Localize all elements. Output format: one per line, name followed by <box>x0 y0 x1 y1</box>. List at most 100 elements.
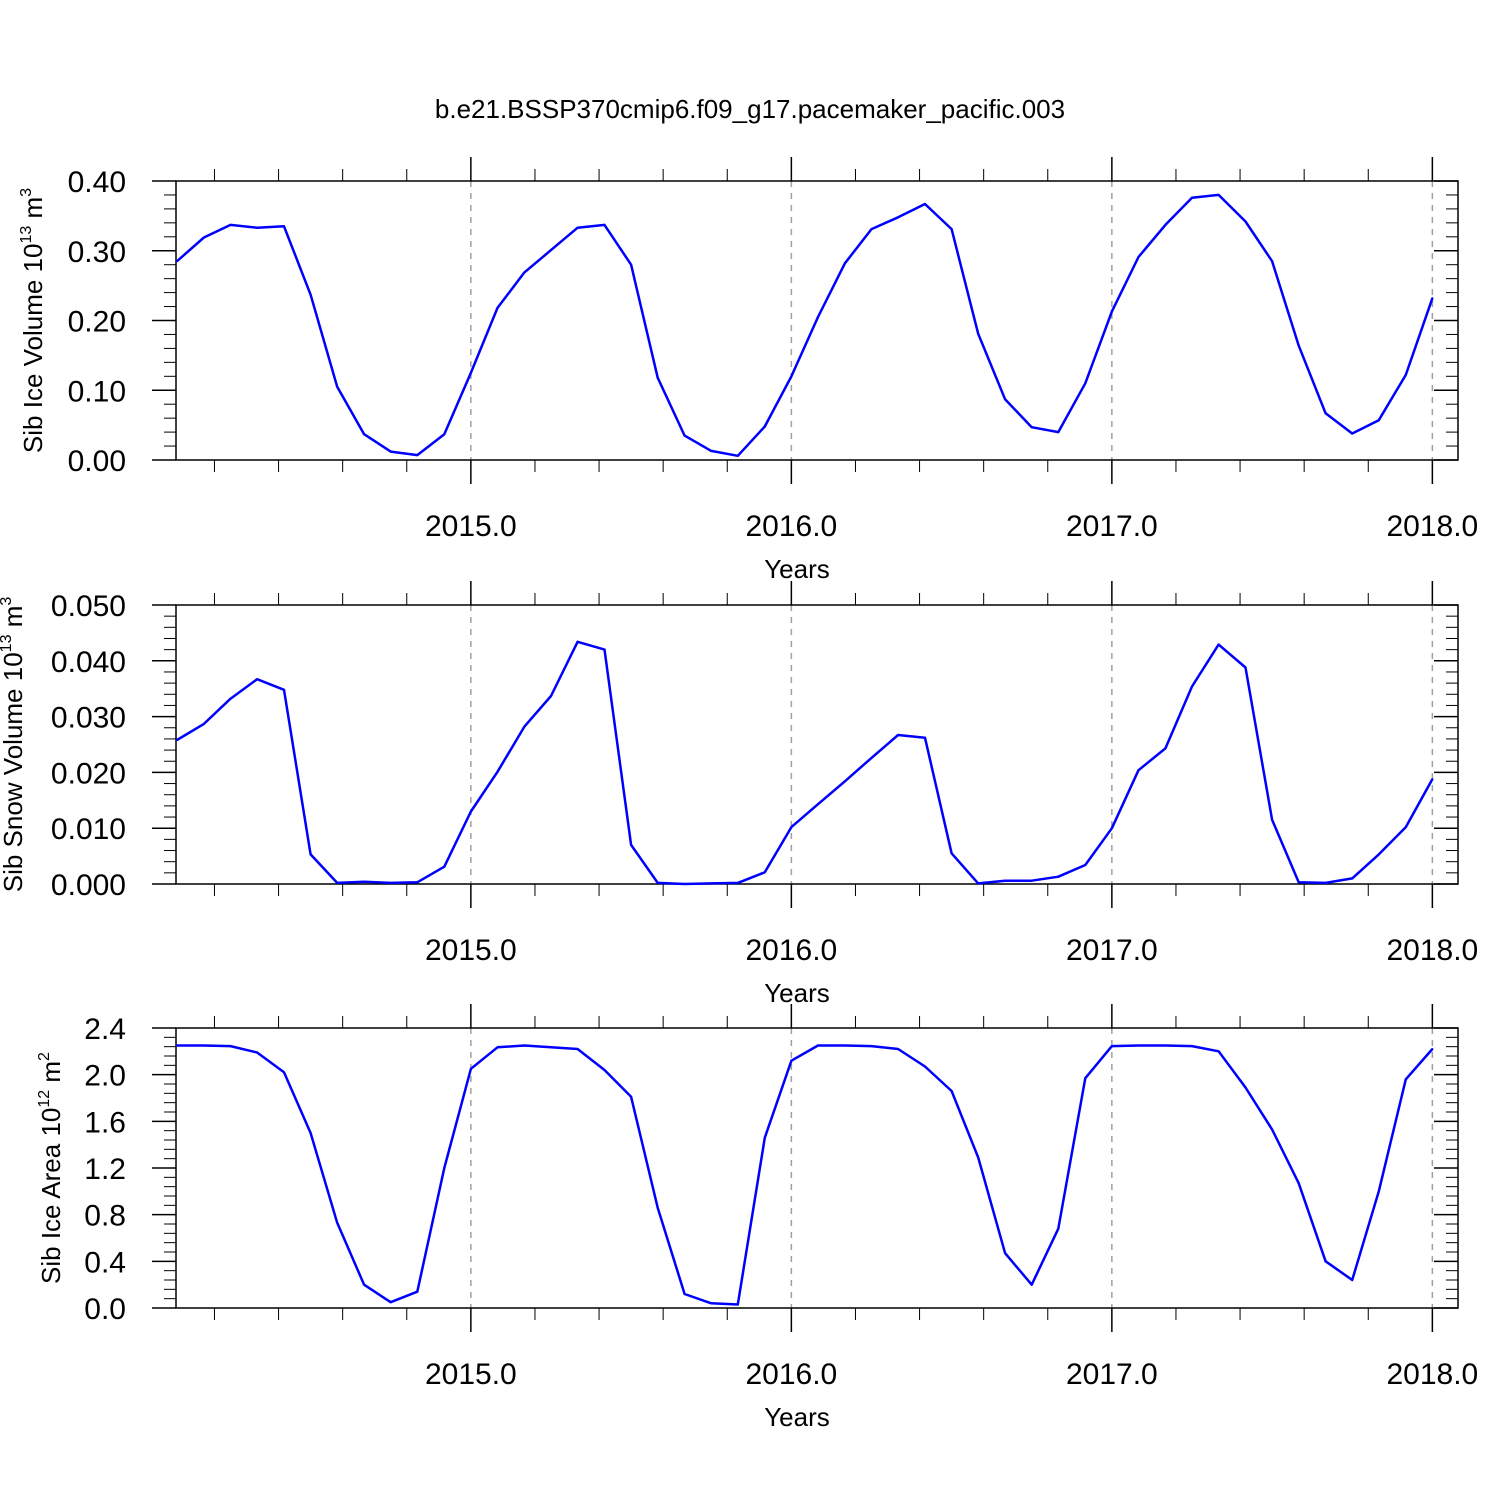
data-point <box>389 450 392 453</box>
data-point <box>443 433 446 436</box>
y-tick-label: 0.000 <box>51 869 126 902</box>
y-axis-title-exponent: 13 <box>0 634 15 652</box>
data-point <box>1431 1048 1434 1050</box>
panel-ice-volume: 0.00 0.10 0.20 0.30 0.40 2015.0 2016.0 2017.0 20… <box>18 157 1478 584</box>
data-point <box>1217 193 1220 196</box>
data-point <box>950 228 953 231</box>
data-point <box>496 306 499 309</box>
data-point <box>1377 853 1380 856</box>
data-point <box>283 688 286 691</box>
x-tick-label: 2016.0 <box>745 510 837 543</box>
y-axis-title-exponent: 12 <box>36 1090 53 1108</box>
data-point <box>1164 747 1167 750</box>
x-tick-label: 2016.0 <box>745 934 837 967</box>
data-point <box>736 454 739 457</box>
y-axis-title-unit: m <box>0 606 28 635</box>
data-point <box>1084 864 1087 867</box>
data-point <box>843 780 846 783</box>
data-point <box>1404 826 1407 829</box>
y-axis-title-unit-exponent: 3 <box>0 597 15 606</box>
y-axis-title-unit-exponent: 3 <box>18 188 35 197</box>
data-point <box>469 371 472 374</box>
y-tick-label: 0.030 <box>51 702 126 735</box>
y-axis-title-text: Sib Ice Volume 10 <box>18 244 48 454</box>
data-point <box>1324 412 1327 415</box>
data-point <box>256 1051 259 1054</box>
data-point <box>202 722 205 725</box>
data-point <box>843 262 846 265</box>
y-tick-label: 0.0 <box>84 1293 126 1326</box>
data-point <box>683 883 686 885</box>
series-line <box>176 193 1434 458</box>
data-point <box>336 385 339 388</box>
x-tick-label: 2018.0 <box>1386 510 1478 543</box>
x-tick-label: 2016.0 <box>745 1358 837 1391</box>
data-point <box>549 1046 552 1049</box>
data-point <box>1377 1190 1380 1193</box>
data-point <box>1217 643 1220 646</box>
data-point <box>924 203 927 206</box>
data-point <box>924 736 927 739</box>
y-tick-label: 0.10 <box>68 375 126 408</box>
data-point <box>1351 877 1354 880</box>
y-axis-title-unit-exponent: 2 <box>36 1052 53 1061</box>
data-point <box>469 810 472 813</box>
data-point <box>1057 1227 1060 1230</box>
data-point <box>1271 260 1274 263</box>
data-point <box>363 880 366 883</box>
data-point <box>656 881 659 884</box>
data-point <box>1324 881 1327 884</box>
data-point <box>683 434 686 437</box>
data-point <box>950 852 953 855</box>
y-tick-label: 0.40 <box>68 166 126 199</box>
data-point <box>1030 426 1033 429</box>
data-point <box>1297 881 1300 884</box>
data-point <box>1057 431 1060 434</box>
data-point <box>1244 1086 1247 1089</box>
y-tick-label: 0.20 <box>68 306 126 339</box>
data-point <box>656 376 659 379</box>
data-point <box>950 1090 953 1092</box>
data-point <box>790 1059 793 1062</box>
data-point <box>283 1071 286 1074</box>
data-point <box>1030 879 1033 882</box>
y-axis-title-text: Sib Ice Area 10 <box>36 1108 66 1284</box>
data-point <box>870 756 873 759</box>
data-point <box>790 826 793 829</box>
x-tick-label: 2015.0 <box>425 1358 517 1391</box>
data-point <box>1297 344 1300 347</box>
data-point <box>363 1283 366 1286</box>
data-point <box>416 454 419 457</box>
data-point <box>1004 398 1007 401</box>
y-tick-label: 0.010 <box>51 813 126 846</box>
series-line <box>176 640 1434 886</box>
data-point <box>496 770 499 773</box>
panel-snow-volume: 0.000 0.010 0.020 0.030 0.040 0.050 2015.0 2016… <box>0 581 1478 1008</box>
data-point <box>763 425 766 428</box>
data-point <box>1190 196 1193 199</box>
data-point <box>1030 1283 1033 1286</box>
x-tick-label: 2017.0 <box>1066 1358 1158 1391</box>
y-tick-label: 0.00 <box>68 445 126 478</box>
y-tick-label: 0.30 <box>68 236 126 269</box>
data-point <box>309 1132 312 1134</box>
x-axis-title: Years <box>764 554 830 584</box>
data-point <box>496 1046 499 1049</box>
data-point <box>175 1044 178 1047</box>
data-point <box>1110 1045 1113 1048</box>
data-point <box>256 226 259 229</box>
data-point <box>523 1044 526 1047</box>
data-point <box>736 1303 739 1306</box>
data-point <box>1431 297 1434 300</box>
data-point <box>1404 1078 1407 1081</box>
data-point <box>416 881 419 884</box>
y-tick-label: 2.4 <box>84 1013 126 1046</box>
data-point <box>523 725 526 728</box>
data-point <box>977 1156 980 1159</box>
data-point <box>736 881 739 884</box>
data-point <box>389 1301 392 1304</box>
data-point <box>897 734 900 737</box>
data-point <box>175 739 178 742</box>
series-line <box>177 1044 1434 1306</box>
y-tick-label: 0.050 <box>51 590 126 623</box>
